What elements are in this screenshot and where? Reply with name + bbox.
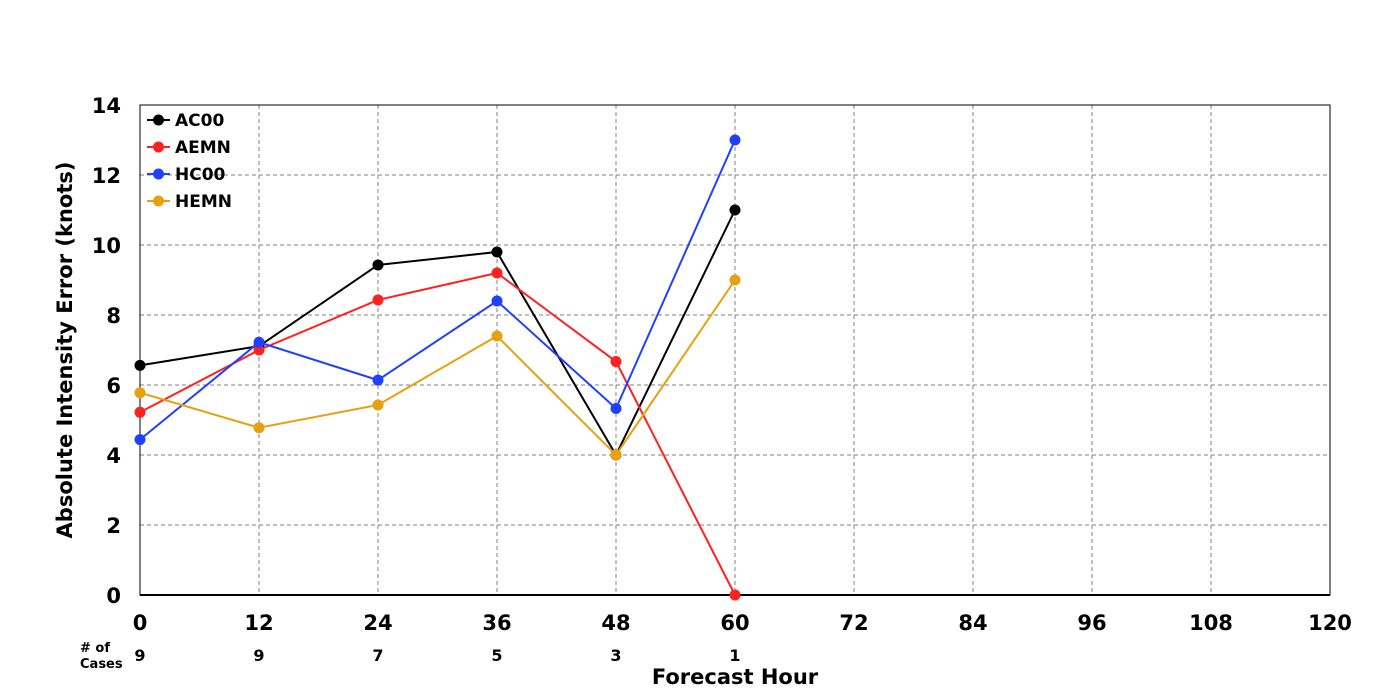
data-point [134,387,146,399]
case-count: 9 [134,646,145,665]
y-tick-label: 14 [92,94,121,118]
data-point [491,330,503,342]
data-point [372,259,384,271]
grid-lines [140,105,1330,595]
legend-marker [153,141,164,153]
data-point [729,274,741,286]
data-point [372,399,384,411]
data-point [610,402,622,414]
case-count: 3 [610,646,621,665]
y-tick-label: 12 [92,164,121,188]
series-hc00 [134,134,741,446]
y-axis-title: Absolute Intensity Error (knots) [53,162,77,539]
y-tick-label: 8 [106,304,121,328]
case-count: 7 [372,646,383,665]
x-tick-label: 120 [1308,611,1352,635]
data-point [134,359,146,371]
data-point [610,449,622,461]
cases-label-line2: Cases [80,657,123,672]
y-tick-label: 4 [106,444,121,468]
legend-item: AEMN [147,138,231,158]
data-point [491,295,503,307]
legend-marker [153,168,164,180]
data-point [372,294,384,306]
x-tick-label: 60 [720,611,749,635]
x-tick-label: 36 [482,611,511,635]
x-tick-label: 24 [363,611,392,635]
data-point [729,204,741,216]
series-line [139,279,736,457]
y-tick-label: 0 [106,584,121,608]
case-count: 1 [729,646,740,665]
legend-item: HC00 [147,165,226,185]
legend-label: HC00 [175,165,226,185]
data-point [491,267,503,279]
x-tick-labels: 0 12 24 36 48 60 72 84 96 108 120 [133,611,1352,635]
series-aemn [134,267,741,601]
legend-item: HEMN [147,192,232,212]
x-axis-title: Forecast Hour [652,665,819,689]
x-tick-label: 48 [601,611,630,635]
x-tick-label: 72 [839,611,868,635]
data-point [134,406,146,418]
data-point [729,134,741,146]
data-point [253,344,265,356]
cases-label-line1: # of [80,641,110,656]
legend: AC00 AEMN HC00 HEMN [147,111,232,212]
data-point [253,336,265,348]
series-line [139,139,736,441]
legend-marker [153,114,164,126]
legend-label: AC00 [175,111,224,131]
case-count: 5 [491,646,502,665]
y-tick-label: 2 [106,514,121,538]
legend-label: AEMN [175,138,231,158]
data-point [134,434,146,446]
x-tick-label: 12 [244,611,273,635]
data-point [729,589,741,601]
data-point [491,246,503,258]
case-counts: 9 9 7 5 3 1 [134,646,740,665]
data-point [372,374,384,386]
series-hemn [134,274,741,461]
data-point [610,356,622,368]
series-line [139,271,736,596]
case-count: 9 [253,646,264,665]
legend-item: AC00 [147,111,224,131]
legend-marker [153,195,164,207]
x-tick-label: 108 [1189,611,1233,635]
series-line [139,209,736,458]
data-point [253,422,265,434]
legend-label: HEMN [175,192,232,212]
series-group [134,134,741,601]
x-tick-label: 96 [1077,611,1106,635]
y-tick-labels: 0 2 4 6 8 10 12 14 [92,94,121,608]
x-tick-label: 0 [133,611,148,635]
y-tick-label: 6 [106,374,121,398]
x-tick-label: 84 [958,611,987,635]
y-tick-label: 10 [92,234,121,258]
